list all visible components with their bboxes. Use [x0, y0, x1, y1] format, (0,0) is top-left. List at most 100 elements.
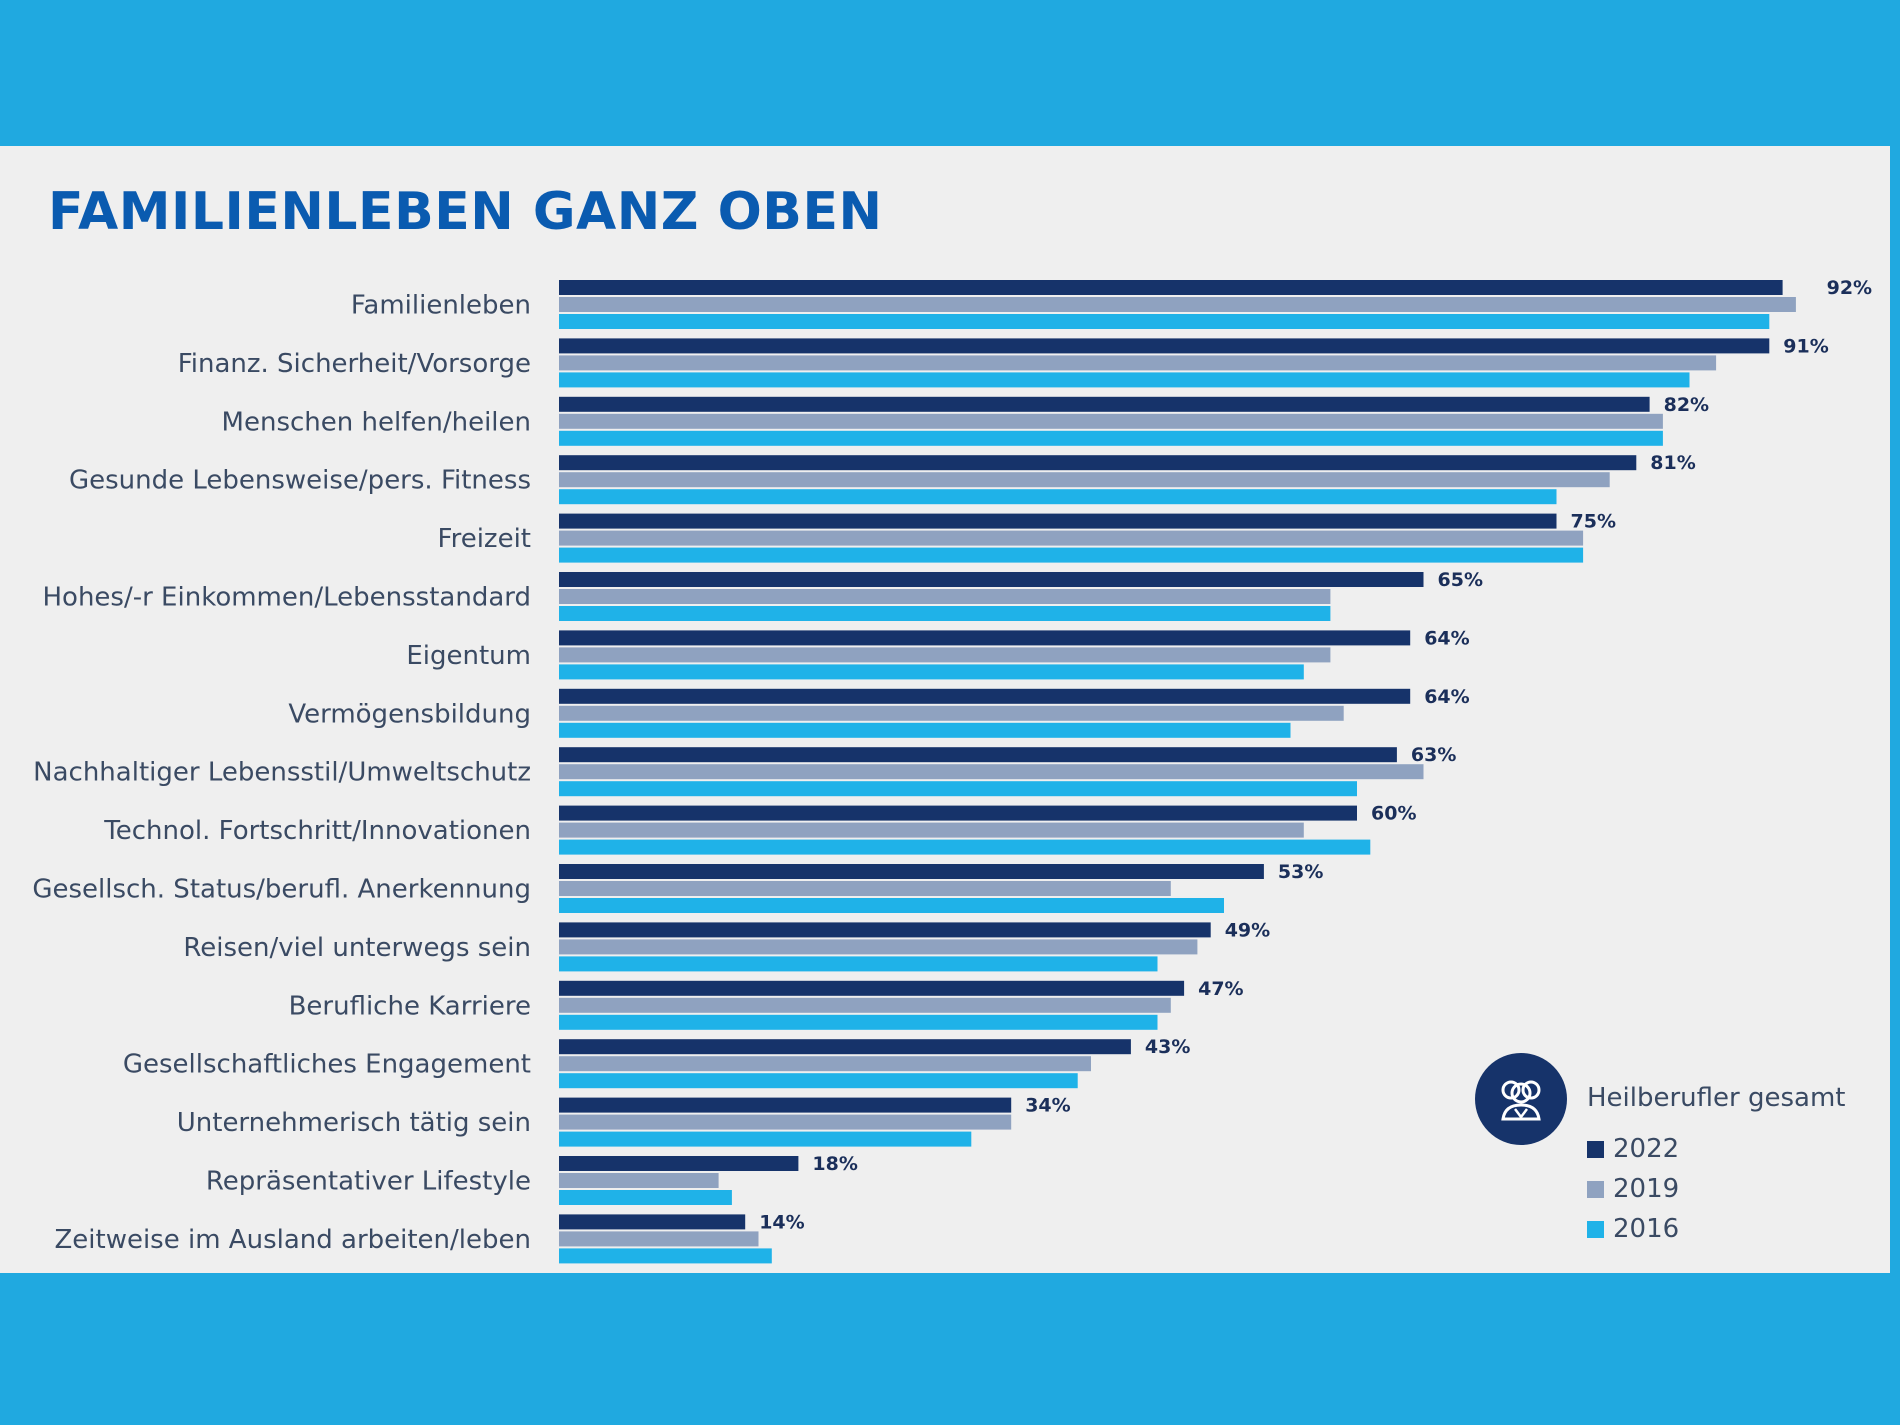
- bar-2022: [559, 572, 1424, 587]
- value-label: 60%: [1371, 803, 1416, 825]
- bar-2022: [559, 1039, 1131, 1055]
- bar-group: Menschen helfen/heilen 82%: [222, 394, 1709, 446]
- value-label: 64%: [1424, 627, 1469, 649]
- value-label: 75%: [1571, 511, 1616, 533]
- bar-2022: [559, 922, 1211, 938]
- value-label: 49%: [1225, 919, 1270, 941]
- value-label: 64%: [1424, 686, 1469, 708]
- bar-2016: [559, 606, 1331, 621]
- bar-2019: [559, 1114, 1012, 1130]
- chart-panel: FAMILIENLEBEN GANZ OBEN Familienleben 92%…: [0, 146, 1890, 1273]
- bar-group: Berufliche Karriere 47%: [289, 978, 1244, 1030]
- category-label: Gesunde Lebensweise/pers. Fitness: [69, 466, 531, 496]
- bar-2022: [559, 688, 1411, 704]
- bar-2016: [559, 1014, 1158, 1030]
- bar-group: Unternehmerisch tätig sein 34%: [177, 1095, 1071, 1147]
- bar-2019: [559, 589, 1331, 604]
- bar-2016: [559, 547, 1584, 563]
- category-label: Eigentum: [406, 641, 531, 671]
- bar-2016: [559, 1190, 732, 1205]
- value-label: 91%: [1783, 335, 1828, 357]
- bar-2022: [559, 630, 1411, 646]
- bar-2022: [559, 280, 1783, 295]
- legend-label-2022: 2022: [1613, 1134, 1680, 1164]
- value-label: 18%: [812, 1153, 857, 1175]
- bar-2016: [559, 781, 1357, 797]
- category-label: Unternehmerisch tätig sein: [177, 1108, 531, 1138]
- category-label: Reisen/viel unterwegs sein: [183, 933, 531, 963]
- legend-label-2019: 2019: [1613, 1174, 1680, 1204]
- bar-group: Zeitweise im Ausland arbeiten/leben 14%: [54, 1211, 805, 1264]
- legend-item-2022: 2022: [1587, 1133, 1679, 1165]
- bar-2022: [559, 1214, 746, 1230]
- bar-2019: [559, 764, 1424, 780]
- value-label: 34%: [1025, 1095, 1070, 1117]
- legend-swatch-2016: [1587, 1220, 1604, 1238]
- value-label: 53%: [1278, 861, 1323, 883]
- value-label: 43%: [1145, 1036, 1190, 1058]
- bar-2019: [559, 413, 1663, 429]
- bar-2016: [559, 1248, 772, 1264]
- bar-2016: [559, 314, 1770, 329]
- bar-2016: [559, 898, 1224, 913]
- chart-title: FAMILIENLEBEN GANZ OBEN: [48, 182, 883, 242]
- value-label: 14%: [759, 1211, 804, 1233]
- bar-2016: [559, 722, 1291, 738]
- bar-2016: [559, 956, 1158, 972]
- category-label: Nachhaltiger Lebensstil/Umweltschutz: [33, 758, 531, 788]
- value-label: 65%: [1438, 569, 1483, 591]
- bar-group: Freizeit 75%: [438, 511, 1616, 563]
- bar-2022: [559, 396, 1650, 412]
- bar-chart: Familienleben 92% Finanz. Sicherheit/Vorso…: [32, 277, 1872, 1264]
- value-label: 47%: [1198, 978, 1243, 1000]
- legend-swatch-2022: [1587, 1140, 1604, 1158]
- category-label: Gesellschaftliches Engagement: [123, 1050, 531, 1080]
- bar-group: Gesellschaftliches Engagement 43%: [123, 1036, 1190, 1089]
- category-label: Freizeit: [438, 524, 531, 554]
- bar-2016: [559, 372, 1690, 388]
- bar-2016: [559, 430, 1663, 446]
- value-label: 81%: [1650, 452, 1695, 474]
- bar-2016: [559, 839, 1371, 855]
- bar-2019: [559, 705, 1344, 721]
- bar-group: Nachhaltiger Lebensstil/Umweltschutz 63%: [33, 744, 1456, 797]
- value-label: 82%: [1664, 394, 1709, 416]
- category-label: Hohes/-r Einkommen/Lebensstandard: [42, 583, 531, 613]
- bar-2019: [559, 939, 1198, 955]
- bar-group: Gesellsch. Status/berufl. Anerkennung 53%: [32, 861, 1323, 913]
- bar-2022: [559, 805, 1357, 821]
- bar-group: Familienleben 92%: [351, 277, 1872, 329]
- bar-group: Gesunde Lebensweise/pers. Fitness 81%: [69, 452, 1696, 505]
- category-label: Menschen helfen/heilen: [222, 407, 531, 437]
- bar-2022: [559, 980, 1185, 996]
- bar-2016: [559, 664, 1304, 680]
- category-label: Repräsentativer Lifestyle: [206, 1167, 531, 1197]
- legend-label-2016: 2016: [1613, 1214, 1680, 1244]
- bar-2019: [559, 1056, 1091, 1072]
- bar-group: Finanz. Sicherheit/Vorsorge 91%: [178, 335, 1829, 388]
- bar-group: Reisen/viel unterwegs sein 49%: [183, 919, 1270, 972]
- legend-item-2016: 2016: [1587, 1213, 1679, 1245]
- bar-group: Eigentum 64%: [406, 627, 1470, 680]
- category-label: Vermögensbildung: [288, 699, 531, 729]
- value-label: 92%: [1827, 277, 1872, 299]
- bar-2022: [559, 747, 1397, 763]
- bar-group: Vermögensbildung 64%: [288, 686, 1470, 738]
- legend: Heilberufler gesamt 2022 2019 2016: [1475, 1051, 1855, 1251]
- bar-2022: [559, 1097, 1012, 1113]
- category-label: Technol. Fortschritt/Innovationen: [103, 816, 531, 846]
- bar-2016: [559, 489, 1557, 505]
- bar-2016: [559, 1131, 972, 1147]
- bar-2019: [559, 530, 1584, 546]
- bar-2022: [559, 864, 1264, 879]
- group-of-people-icon: [1475, 1053, 1567, 1145]
- bar-2016: [559, 1073, 1078, 1089]
- bar-2019: [559, 472, 1610, 488]
- bar-2019: [559, 355, 1717, 371]
- bar-group: Hohes/-r Einkommen/Lebensstandard 65%: [42, 569, 1483, 621]
- bar-2022: [559, 455, 1637, 471]
- bar-2022: [559, 338, 1770, 354]
- legend-item-2019: 2019: [1587, 1173, 1679, 1205]
- legend-title: Heilberufler gesamt: [1587, 1083, 1846, 1113]
- category-label: Zeitweise im Ausland arbeiten/leben: [54, 1225, 531, 1255]
